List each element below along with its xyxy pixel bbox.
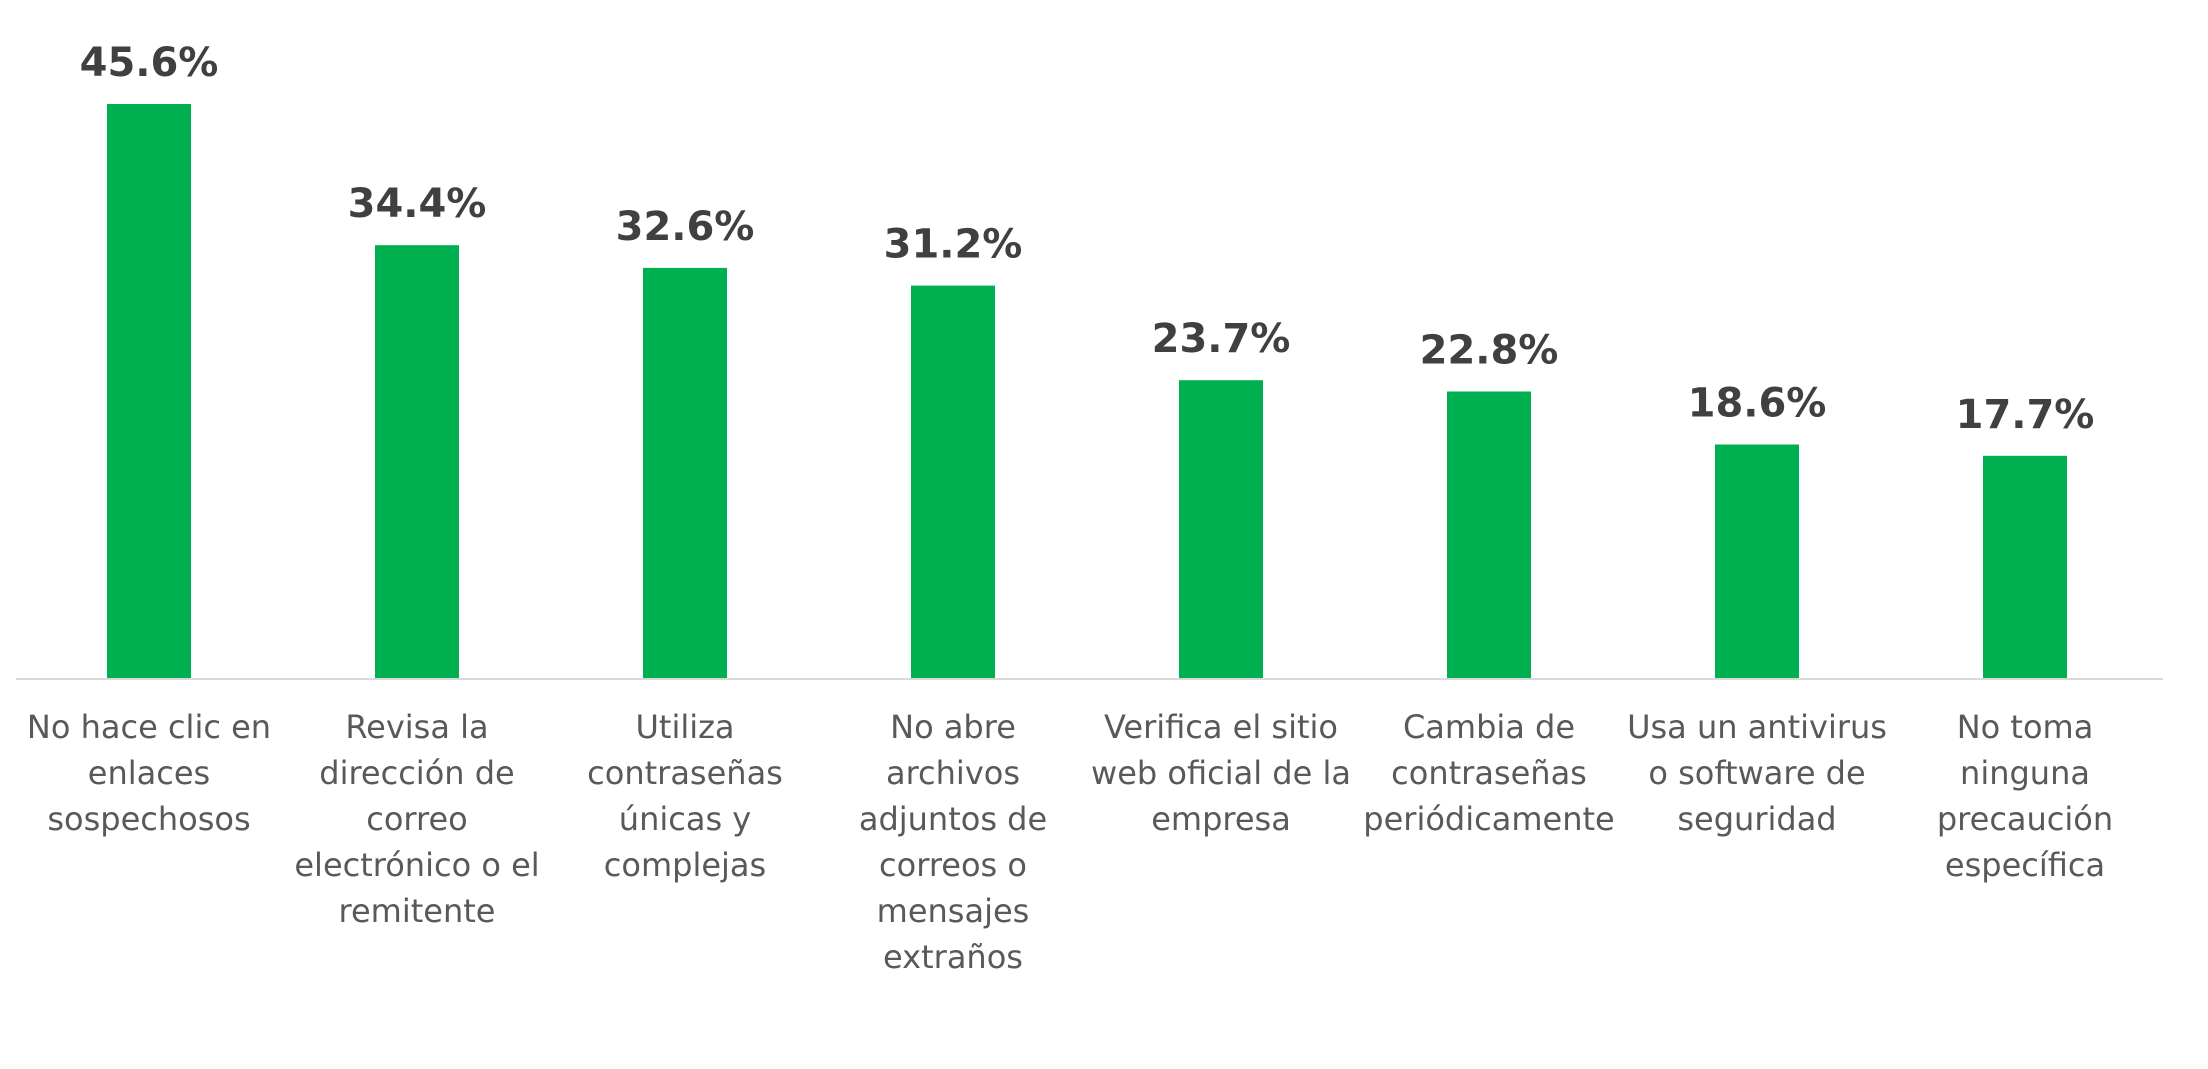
category-label-line: Cambia de: [1403, 708, 1575, 746]
data-label: 17.7%: [1956, 392, 2095, 438]
category-label-line: precaución: [1937, 800, 2113, 838]
category-label: Revisa la dirección de correo electrónico o…: [294, 708, 539, 930]
category-label-line: contraseñas: [1391, 754, 1587, 792]
category-label-line: dirección de: [319, 754, 514, 792]
bar: [911, 285, 995, 679]
category-label: No toma ninguna precaución específica: [1937, 708, 2113, 884]
category-label-line: adjuntos de: [859, 800, 1047, 838]
category-label-line: Verifica el sitio: [1104, 708, 1338, 746]
bar: [643, 267, 727, 679]
category-label-line: No hace clic en: [27, 708, 271, 746]
category-label-line: remitente: [339, 892, 496, 930]
bar: [1983, 455, 2067, 679]
category-labels-layer: No hace clic en enlaces sospechosos Revisa …: [27, 708, 2113, 976]
bar: [1179, 380, 1263, 679]
category-label-line: Utiliza: [635, 708, 734, 746]
category-label-line: archivos: [886, 754, 1020, 792]
category-label-line: sospechosos: [47, 800, 250, 838]
data-label: 34.4%: [348, 181, 487, 227]
data-label: 23.7%: [1152, 316, 1291, 362]
category-label-line: electrónico o el: [294, 846, 539, 884]
category-label-line: periódicamente: [1363, 800, 1614, 838]
category-label-line: ninguna: [1960, 754, 2090, 792]
category-label-line: web oficial de la: [1091, 754, 1351, 792]
category-label-line: seguridad: [1677, 800, 1836, 838]
category-label-line: extraños: [883, 938, 1023, 976]
category-label-line: contraseñas: [587, 754, 783, 792]
data-label: 45.6%: [80, 40, 219, 86]
value-labels-layer: 45.6% 34.4% 32.6% 31.2% 23.7% 22.8% 18.6% 17.7%: [80, 40, 2095, 438]
data-label: 31.2%: [884, 222, 1023, 268]
category-label: Utiliza contraseñas únicas y complejas: [587, 708, 783, 884]
category-label-line: enlaces: [88, 754, 210, 792]
category-label-line: complejas: [604, 846, 766, 884]
category-label-line: específica: [1945, 846, 2105, 884]
data-label: 22.8%: [1420, 328, 1559, 374]
category-label-line: únicas y: [619, 800, 751, 838]
data-label: 18.6%: [1688, 381, 1827, 427]
category-label-line: empresa: [1151, 800, 1291, 838]
category-label-line: No toma: [1957, 708, 2094, 746]
bars-layer: [107, 104, 2067, 679]
category-label: Cambia de contraseñas periódicamente: [1363, 708, 1614, 838]
category-label-line: correos o: [879, 846, 1027, 884]
category-label: Verifica el sitio web oficial de la empres…: [1091, 708, 1351, 838]
category-label-line: Revisa la: [345, 708, 488, 746]
category-label: No hace clic en enlaces sospechosos: [27, 708, 271, 838]
category-label: No abre archivos adjuntos de correos o mensa…: [859, 708, 1047, 976]
category-label: Usa un antivirus o software de seguridad: [1627, 708, 1887, 838]
bar: [375, 245, 459, 679]
category-label-line: o software de: [1648, 754, 1865, 792]
category-label-line: No abre: [890, 708, 1016, 746]
category-label-line: Usa un antivirus: [1627, 708, 1887, 746]
bar: [107, 104, 191, 679]
category-label-line: correo: [366, 800, 467, 838]
bar: [1715, 444, 1799, 679]
category-label-line: mensajes: [877, 892, 1030, 930]
bar: [1447, 391, 1531, 679]
data-label: 32.6%: [616, 204, 755, 250]
